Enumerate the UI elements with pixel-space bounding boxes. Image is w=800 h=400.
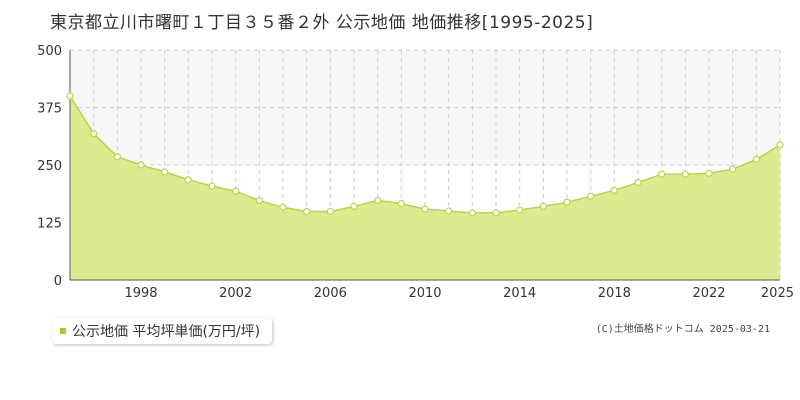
data-point (232, 187, 240, 195)
x-tick-label: 1998 (124, 286, 157, 301)
y-axis-ticks: 0 125 250 375 500 (37, 44, 62, 289)
legend-swatch (60, 328, 66, 334)
chart-title: 東京都立川市曙町１丁目３５番２外 公示地価 地価推移[1995-2025] (50, 13, 594, 33)
data-point (705, 169, 713, 177)
data-point (563, 198, 571, 206)
data-point (539, 202, 547, 210)
y-tick-label: 375 (37, 102, 62, 117)
area-shape (70, 96, 780, 280)
x-axis-ticks: 1998 2002 2006 2010 2014 2018 2022 2025 (124, 286, 794, 301)
data-point (658, 170, 666, 178)
data-point (421, 205, 429, 213)
data-point (303, 207, 311, 216)
legend-label: 公示地価 平均坪単価(万円/坪) (72, 324, 261, 340)
x-tick-label: 2022 (692, 286, 725, 301)
y-tick-label: 0 (54, 274, 62, 289)
x-tick-label: 2002 (219, 286, 252, 301)
data-point (516, 206, 524, 214)
legend: 公示地価 平均坪単価(万円/坪) (52, 318, 273, 344)
data-point (681, 170, 689, 178)
data-point (397, 200, 405, 208)
data-point (279, 203, 287, 211)
y-tick-label: 250 (37, 159, 62, 174)
data-point (161, 168, 169, 176)
data-point (587, 192, 595, 200)
data-point (374, 196, 382, 205)
data-point (350, 202, 358, 210)
y-tick-label: 125 (37, 217, 62, 232)
x-tick-label: 2014 (503, 286, 536, 301)
y-tick-label: 500 (37, 44, 62, 59)
data-point (66, 92, 74, 100)
data-point (468, 209, 476, 217)
axes (69, 50, 780, 281)
data-point (137, 161, 145, 169)
x-tick-label: 2010 (408, 286, 441, 301)
data-point (90, 130, 98, 138)
data-points (66, 92, 784, 217)
data-point (634, 178, 642, 187)
data-point (610, 186, 618, 194)
copyright: (C)土地価格ドットコム 2025-03-21 (595, 324, 770, 335)
data-point (113, 153, 121, 161)
x-tick-label: 2006 (314, 286, 347, 301)
data-point (752, 155, 760, 164)
data-point (492, 209, 500, 217)
data-point (326, 207, 334, 216)
data-point (776, 141, 784, 149)
data-point (208, 182, 216, 190)
data-point (184, 176, 192, 184)
data-point (445, 207, 453, 215)
x-tick-label: 2018 (598, 286, 631, 301)
data-point (729, 165, 737, 173)
x-tick-label: 2025 (761, 286, 794, 301)
data-point (255, 196, 263, 205)
